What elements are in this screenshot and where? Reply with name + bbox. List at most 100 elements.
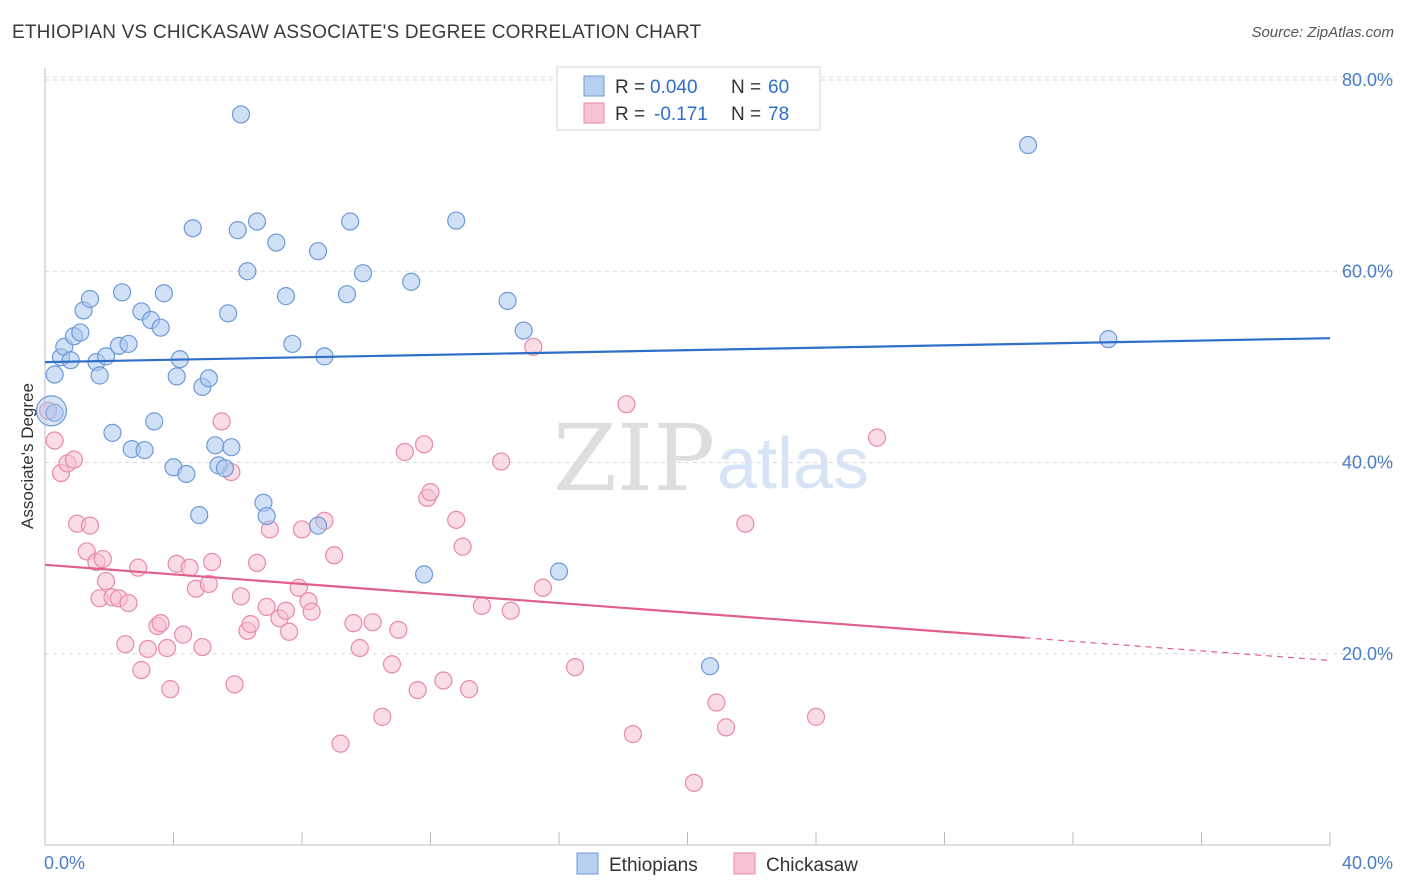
ethiopian-point [308,516,328,535]
chickasaw-point [492,452,511,471]
chickasaw-point [45,431,64,450]
chickasaw-point [280,622,299,641]
ethiopian-point [257,506,276,526]
ethiopian-point [337,285,357,304]
y-tick-label: 20.0% [1342,644,1393,664]
ethiopian-point [199,369,218,388]
ethiopian-point [447,211,466,230]
legend-r-label-chickasaw: R = [615,104,645,125]
chickasaw-point [447,510,466,529]
chickasaw-point [225,675,244,694]
y-axis-title: Associate's Degree [18,383,37,529]
legend-label-ethiopians: Ethiopians [609,855,698,876]
chickasaw-point [96,571,116,591]
chickasaw-point [453,537,472,556]
ethiopian-point [151,318,170,337]
chickasaw-point [257,597,276,616]
legend-r-value-chickasaw: -0.171 [654,104,708,125]
x-axis-ticks [44,832,1331,845]
chickasaw-point [350,638,369,658]
y-tick-label: 80.0% [1342,70,1393,90]
ethiopian-swatch [583,75,605,97]
ethiopian-point [228,221,247,240]
legend-n-value-chickasaw: 78 [768,104,789,125]
ethiopian-point [1099,330,1118,349]
chickasaw-point [151,614,170,633]
trend-line-chickasaw-extrapolated [1024,637,1331,662]
legend-r-value-ethiopian: 0.040 [650,77,698,98]
chickasaw-point [716,718,736,737]
chickasaw-point [389,620,408,639]
chickasaw-point [533,578,553,597]
chickasaw-point [119,593,138,613]
chickasaw-point [344,614,363,633]
chickasaw-point [565,658,585,677]
x-tick-label-max: 40.0% [1342,853,1393,873]
ethiopian-point [402,272,421,291]
legend-swatch-ethiopians [576,852,599,875]
ethiopian-point [700,657,720,676]
ethiopian-point [308,242,328,261]
ethiopian-point [341,212,360,231]
legend-n-label-chickasaw: N = [731,104,761,125]
watermark-atlas: atlas [717,424,869,504]
chickasaw-point [325,546,344,565]
chickasaw-point [867,428,887,447]
ethiopian-point [177,464,196,484]
chickasaw-point [501,601,520,620]
chickasaw-point [302,602,321,621]
ethiopian-point [231,105,251,124]
legend-swatch-chickasaw [733,852,756,875]
ethiopian-points [35,105,1118,676]
chickasaw-point [421,483,440,502]
ethiopian-point [215,459,234,478]
stats-legend: R = 0.040 N = 60 R = -0.171 N = 78 [556,66,821,131]
ethiopian-point [145,412,164,431]
watermark: ZIP atlas [553,405,869,512]
grid-lines [45,76,1393,655]
chickasaw-point [363,613,382,632]
ethiopian-point [119,334,138,354]
chickasaw-point [138,639,157,659]
ethiopian-point [267,233,286,252]
chickasaw-point [64,450,84,469]
chickasaw-point [202,552,222,572]
chickasaw-point [231,587,251,606]
chickasaw-point [241,615,260,634]
ethiopian-point [112,283,132,302]
chickasaw-point [199,574,218,594]
y-tick-label: 60.0% [1342,261,1393,281]
chickasaw-point [472,596,491,616]
chickasaw-point [382,655,402,674]
ethiopian-point [90,366,109,385]
ethiopian-point [80,289,100,309]
trend-lines [44,337,1331,662]
source-credit: Source: ZipAtlas.com [1251,24,1394,41]
ethiopian-point [1018,135,1038,155]
ethiopian-point [45,365,64,384]
ethiopian-point [61,351,80,370]
chickasaw-point [174,625,193,644]
ethiopian-point [219,304,238,323]
trend-line-chickasaw [44,563,1025,639]
chickasaw-point [161,680,180,699]
y-tick-labels: 20.0% 40.0% 60.0% 80.0% [1342,70,1393,664]
chickasaw-point [707,693,726,712]
chickasaw-point [684,773,704,792]
chickasaw-point [80,516,100,535]
trend-line-ethiopians [44,337,1331,364]
chickasaw-point [276,601,296,620]
chickasaw-point [373,707,392,726]
legend-n-value-ethiopian: 60 [768,77,789,98]
ethiopian-point [183,219,202,238]
ethiopian-point [206,436,225,455]
chickasaw-point [434,671,453,690]
chickasaw-point [132,660,151,680]
chickasaw-point [617,395,636,414]
legend-n-label-ethiopian: N = [731,77,761,98]
ethiopian-point [498,291,517,310]
ethiopian-point-large [35,395,68,427]
y-tick-label: 40.0% [1342,453,1393,473]
chickasaw-point [93,549,112,569]
